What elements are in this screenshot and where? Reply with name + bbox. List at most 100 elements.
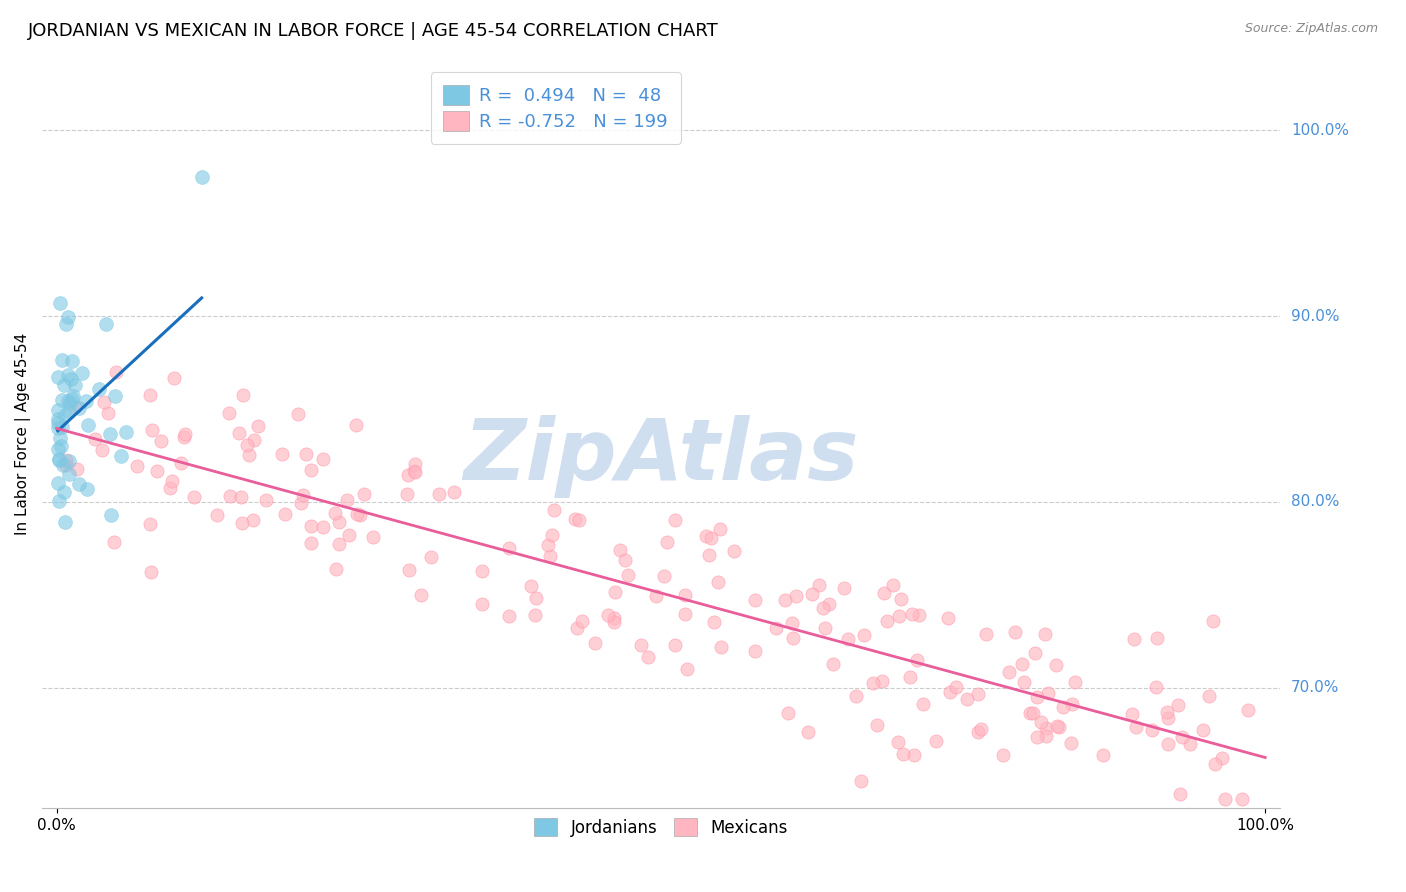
Text: 80.0%: 80.0%	[1291, 494, 1339, 509]
Point	[49, 296, 72, 310]
Point	[93, 395, 115, 409]
Point	[1146, 631, 1168, 645]
Point	[51, 439, 73, 453]
Point	[1170, 787, 1192, 801]
Point	[53, 516, 76, 530]
Point	[46, 402, 69, 417]
Point	[173, 430, 195, 444]
Point	[52, 485, 75, 500]
Point	[299, 463, 322, 477]
Point	[1047, 720, 1070, 734]
Point	[170, 456, 193, 470]
Point	[782, 631, 804, 645]
Text: JORDANIAN VS MEXICAN IN LABOR FORCE | AGE 45-54 CORRELATION CHART: JORDANIAN VS MEXICAN IN LABOR FORCE | AG…	[28, 22, 718, 40]
Point	[603, 585, 626, 599]
Point	[852, 627, 875, 641]
Point	[616, 567, 638, 582]
Point	[1092, 747, 1115, 762]
Point	[60, 354, 83, 368]
Point	[524, 607, 547, 622]
Point	[524, 591, 547, 605]
Point	[411, 588, 433, 602]
Point	[723, 544, 745, 558]
Point	[238, 448, 260, 462]
Point	[404, 465, 426, 479]
Point	[311, 451, 333, 466]
Point	[797, 725, 820, 739]
Point	[498, 541, 520, 556]
Point	[1022, 706, 1045, 720]
Point	[243, 433, 266, 447]
Point	[945, 681, 967, 695]
Point	[890, 592, 912, 607]
Point	[776, 706, 799, 720]
Point	[870, 674, 893, 689]
Point	[160, 474, 183, 488]
Point	[807, 578, 830, 592]
Point	[190, 169, 212, 184]
Point	[63, 377, 86, 392]
Point	[471, 597, 494, 611]
Point	[146, 464, 169, 478]
Point	[800, 587, 823, 601]
Point	[1140, 723, 1163, 737]
Point	[46, 412, 69, 426]
Point	[55, 458, 77, 473]
Point	[882, 577, 904, 591]
Point	[183, 490, 205, 504]
Point	[471, 564, 494, 578]
Point	[52, 458, 75, 472]
Point	[396, 468, 419, 483]
Point	[673, 588, 696, 602]
Point	[162, 371, 184, 385]
Point	[609, 543, 631, 558]
Point	[104, 389, 127, 403]
Point	[98, 426, 121, 441]
Point	[420, 550, 443, 565]
Point	[697, 549, 720, 563]
Point	[568, 513, 591, 527]
Point	[1064, 674, 1087, 689]
Point	[1192, 723, 1215, 737]
Point	[538, 549, 561, 563]
Point	[48, 494, 70, 508]
Point	[127, 458, 149, 473]
Point	[103, 534, 125, 549]
Point	[232, 388, 254, 402]
Point	[402, 464, 425, 478]
Point	[1211, 751, 1233, 765]
Point	[56, 368, 79, 383]
Point	[48, 453, 70, 467]
Point	[967, 725, 990, 739]
Point	[58, 403, 80, 417]
Point	[939, 684, 962, 698]
Point	[765, 621, 787, 635]
Point	[90, 443, 112, 458]
Point	[72, 366, 94, 380]
Point	[709, 522, 731, 536]
Point	[887, 609, 910, 624]
Point	[76, 482, 98, 496]
Point	[695, 529, 717, 543]
Point	[77, 418, 100, 433]
Point	[205, 508, 228, 522]
Point	[583, 636, 606, 650]
Point	[159, 482, 181, 496]
Point	[363, 530, 385, 544]
Point	[710, 640, 733, 655]
Point	[301, 519, 323, 533]
Point	[1144, 680, 1167, 694]
Point	[571, 615, 593, 629]
Point	[1012, 675, 1035, 690]
Point	[139, 566, 162, 580]
Point	[707, 574, 730, 589]
Point	[58, 453, 80, 467]
Point	[84, 432, 107, 446]
Point	[218, 406, 240, 420]
Point	[66, 462, 89, 476]
Point	[325, 561, 347, 575]
Point	[637, 650, 659, 665]
Point	[676, 662, 699, 676]
Point	[974, 626, 997, 640]
Point	[58, 394, 80, 409]
